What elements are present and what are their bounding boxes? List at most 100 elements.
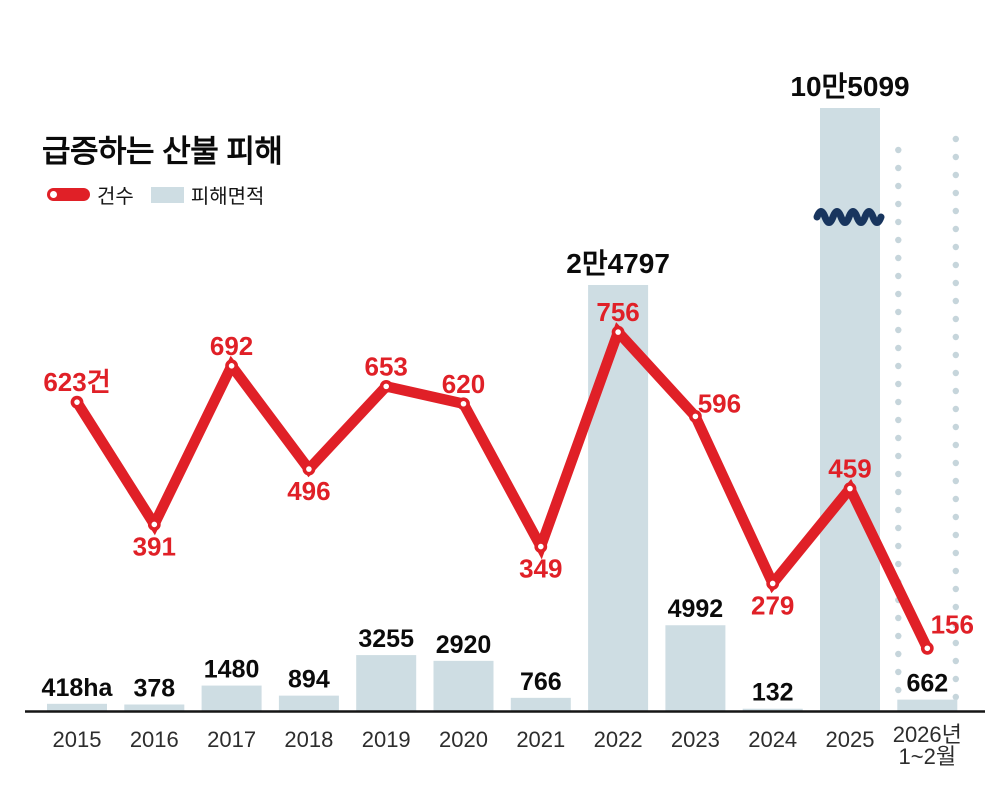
partial-data-dotted-guide-dot: [952, 261, 959, 269]
damage-area-value-label: 1480: [204, 656, 260, 684]
damage-area-value-label: 662: [906, 670, 948, 698]
partial-data-dotted-guide-dot: [895, 398, 902, 406]
partial-data-dotted-guide-dot: [895, 362, 902, 370]
fire-count-value-label: 620: [442, 369, 485, 399]
partial-data-dotted-guide-dot: [895, 308, 902, 316]
partial-data-dotted-guide-dot: [952, 693, 959, 701]
damage-area-value-label: 2920: [436, 631, 492, 659]
fire-count-value-label: 653: [365, 351, 408, 381]
damage-area-bar: [124, 704, 185, 711]
fire-count-point: [70, 395, 84, 409]
partial-data-dotted-guide-dot: [895, 452, 902, 460]
fire-count-value-label: 596: [698, 388, 741, 418]
damage-area-value-label: 378: [133, 675, 175, 703]
fire-count-point: [534, 540, 548, 553]
partial-data-dotted-guide-dot: [895, 344, 902, 352]
line-series-legend-label: 건수: [97, 186, 134, 208]
damage-area-bar: [433, 660, 494, 711]
fire-count-value-label: 156: [931, 609, 974, 639]
partial-data-dotted-guide-dot: [952, 387, 959, 395]
partial-data-dotted-guide-dot: [895, 200, 902, 208]
partial-data-dotted-guide-dot: [895, 218, 902, 226]
year-tick-label: 2021: [516, 727, 565, 752]
damage-area-bar: [278, 695, 339, 711]
year-tick-label: 2024: [748, 727, 797, 752]
partial-data-dotted-guide-dot: [952, 603, 959, 611]
partial-data-dotted-guide-dot: [952, 297, 959, 305]
fire-count-value-label: 459: [828, 454, 871, 484]
partial-data-dotted-guide-dot: [895, 614, 902, 622]
fire-count-trend-line: [71, 322, 933, 654]
partial-data-dotted-guide-dot: [895, 380, 902, 388]
line-series-legend-dot-icon: [50, 191, 57, 198]
year-tick-label: 2020: [439, 727, 488, 752]
partial-data-dotted-guide-dot: [895, 488, 902, 496]
partial-data-dotted-guide-dot: [952, 657, 959, 665]
fire-count-value-label: 496: [287, 476, 330, 506]
partial-data-dotted-guide-dot: [952, 621, 959, 629]
year-tick-label: 2026년: [893, 722, 962, 747]
partial-data-dotted-guide-dot: [895, 506, 902, 514]
damage-area-bar: [356, 655, 417, 711]
fire-count-point: [457, 397, 470, 411]
year-tick-label: 2017: [207, 727, 256, 752]
damage-area-value-label: 10만5099: [790, 71, 909, 102]
year-tick-label: 2023: [671, 727, 720, 752]
year-tick-label-line2: 1~2월: [899, 744, 957, 769]
partial-data-dotted-guide-dot: [952, 639, 959, 647]
partial-data-dotted-guide-dot: [952, 585, 959, 593]
bar-series-legend-label: 피해면적: [190, 186, 265, 208]
fire-count-value-label: 623건: [43, 367, 110, 397]
partial-data-dotted-guide-dot: [952, 513, 959, 521]
partial-data-dotted-guide-dot: [952, 441, 959, 449]
legend: 건수 피해면적: [47, 186, 264, 208]
partial-data-dotted-guide-dot: [952, 351, 959, 359]
partial-data-dotted-guide-dot: [952, 243, 959, 251]
damage-area-bar: [201, 685, 262, 711]
partial-data-dotted-guide-dot: [952, 333, 959, 341]
partial-data-dotted-guide-dot: [952, 153, 959, 161]
partial-data-dotted-guide-dot: [895, 470, 902, 478]
damage-area-bar: [897, 699, 958, 711]
fire-count-point: [920, 641, 934, 655]
damage-area-value-label: 3255: [358, 625, 414, 653]
partial-data-dotted-guide-dot: [952, 495, 959, 503]
partial-data-dotted-guide-dot: [952, 675, 959, 683]
partial-data-dotted-guide-dot: [952, 531, 959, 539]
partial-data-dotted-guide-dot: [952, 171, 959, 179]
damage-area-value-label: 766: [520, 668, 562, 696]
partial-data-dotted-guide-dot: [895, 686, 902, 694]
partial-data-dotted-guide-dot: [952, 135, 959, 143]
year-tick-label: 2018: [284, 727, 333, 752]
partial-data-dotted-guide-dot: [952, 459, 959, 467]
partial-data-dotted-guide-dot: [895, 326, 902, 334]
fire-count-point: [843, 482, 857, 496]
partial-data-dotted-guide-dot: [952, 225, 959, 233]
partial-data-dotted-guide-dot: [895, 434, 902, 442]
year-tick-label: 2015: [53, 727, 102, 752]
year-tick-label: 2016: [130, 727, 179, 752]
partial-data-dotted-guide-dot: [895, 272, 902, 280]
damage-area-bar: [742, 708, 803, 711]
chart-title: 급증하는 산불 피해: [42, 134, 283, 169]
fire-count-value-label: 349: [519, 554, 562, 584]
damage-area-value-label: 894: [288, 666, 330, 694]
fire-count-value-label: 279: [751, 590, 794, 620]
fire-count-point: [379, 379, 393, 393]
partial-data-dotted-guide-dot: [895, 416, 902, 424]
partial-data-dotted-guide-dot: [895, 542, 902, 550]
partial-data-dotted-guide-dot: [895, 164, 902, 172]
partial-data-dotted-guide-dot: [952, 567, 959, 575]
bar-series-legend-swatch-icon: [150, 186, 184, 203]
axis-break-wave-icon: [813, 208, 885, 226]
partial-data-dotted-guide-dot: [952, 189, 959, 197]
line-series-legend-marker-icon: [47, 188, 90, 201]
fire-count-point: [689, 410, 702, 423]
partial-data-dotted-guide-dot: [952, 477, 959, 485]
damage-area-value-label: 418ha: [42, 674, 114, 702]
partial-data-dotted-guide-dot: [895, 236, 902, 244]
partial-data-dotted-guide-dot: [952, 207, 959, 215]
partial-data-dotted-guide-dot: [952, 405, 959, 413]
damage-area-bar: [510, 697, 571, 711]
